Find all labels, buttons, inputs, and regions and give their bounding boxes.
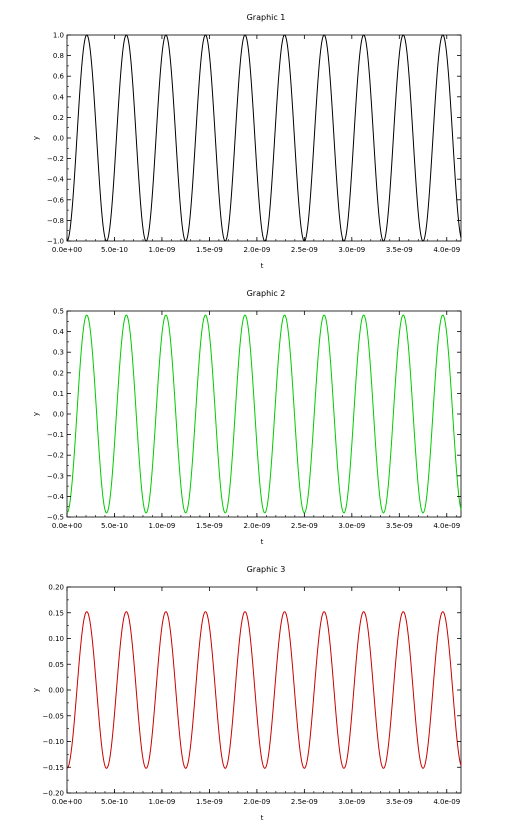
x-tick-label: 4.0e-09 <box>433 246 460 254</box>
y-tick-label: 0.05 <box>48 661 64 669</box>
chart-title: Graphic 1 <box>247 13 286 22</box>
x-tick-label: 2.0e-09 <box>243 798 270 806</box>
x-tick-label: 2.0e-09 <box>243 246 270 254</box>
y-tick-label: −0.5 <box>47 514 64 522</box>
y-tick-label: −0.15 <box>43 764 64 772</box>
y-tick-label: 0.4 <box>53 328 65 336</box>
chart-panel-3: Graphic 3 0.0e+00 5.0e-10 1.0e-09 1.5e-09 2.0… <box>32 565 462 822</box>
y-tick-label: −0.4 <box>47 493 65 501</box>
x-tick-label: 3.5e-09 <box>386 798 413 806</box>
series-line-1 <box>66 611 462 769</box>
x-tick-label: 5.0e-10 <box>101 246 128 254</box>
y-tick-label: 0.00 <box>48 687 64 695</box>
series-line-1 <box>66 34 462 242</box>
y-tick-label: 0.15 <box>48 609 64 617</box>
x-axis-label: t <box>261 262 264 270</box>
y-tick-label: −0.2 <box>47 155 64 163</box>
chart-panel-2: Graphic 2 0.0e+00 5.0e-10 1.0e-09 1.5e-09 2.0… <box>32 289 462 546</box>
y-tick-label: −1.0 <box>47 238 64 246</box>
y-tick-label: −0.10 <box>43 738 64 746</box>
y-tick-label: 0.0 <box>53 411 64 419</box>
y-tick-label: 0.0 <box>53 135 64 143</box>
y-tick-label: 0.2 <box>53 114 64 122</box>
y-axis-label: y <box>32 412 40 416</box>
y-tick-label: 0.1 <box>53 390 64 398</box>
x-tick-label: 2.0e-09 <box>243 522 270 530</box>
y-tick-label: −0.8 <box>47 217 64 225</box>
x-tick-label: 4.0e-09 <box>433 522 460 530</box>
y-tick-label: −0.2 <box>47 452 64 460</box>
x-tick-label: 3.0e-09 <box>338 522 365 530</box>
y-tick-label: −0.05 <box>43 712 64 720</box>
y-tick-label: −0.1 <box>47 431 64 439</box>
y-tick-label: 1.0 <box>53 32 64 40</box>
x-tick-label: 3.5e-09 <box>386 246 413 254</box>
y-tick-label: 0.3 <box>53 349 64 357</box>
x-tick-label: 0.0e+00 <box>52 798 82 806</box>
plot-frame <box>66 34 462 242</box>
plot-frame <box>66 586 462 794</box>
y-tick-label: −0.20 <box>43 790 64 798</box>
x-axis-label: t <box>261 814 264 822</box>
y-tick-label: −0.4 <box>47 176 65 184</box>
x-tick-label: 3.0e-09 <box>338 798 365 806</box>
x-tick-label: 1.0e-09 <box>149 246 176 254</box>
y-tick-label: −0.3 <box>47 472 64 480</box>
y-tick-label: −0.6 <box>47 196 65 204</box>
y-tick-label: 0.2 <box>53 369 64 377</box>
chart-panel-1: Graphic 1 0.0e+00 5.0e-10 1.0e-09 1.5e-09 2.0… <box>32 13 462 270</box>
y-tick-label: 0.4 <box>53 93 65 101</box>
x-tick-label: 1.0e-09 <box>149 798 176 806</box>
x-tick-label: 2.5e-09 <box>291 522 318 530</box>
x-axis-label: t <box>261 538 264 546</box>
y-axis-label: y <box>32 136 40 140</box>
y-tick-label: 0.5 <box>53 308 64 316</box>
series-line-1 <box>66 314 462 514</box>
x-tick-label: 4.0e-09 <box>433 798 460 806</box>
x-tick-label: 0.0e+00 <box>52 246 82 254</box>
x-tick-label: 2.5e-09 <box>291 246 318 254</box>
y-axis-label: y <box>32 688 40 692</box>
y-tick-label: 0.20 <box>48 584 64 592</box>
x-tick-label: 5.0e-10 <box>101 522 128 530</box>
plot-frame <box>66 310 462 518</box>
x-tick-label: 1.5e-09 <box>196 246 223 254</box>
y-tick-label: 0.10 <box>48 635 64 643</box>
y-tick-label: 0.6 <box>53 73 65 81</box>
x-tick-label: 0.0e+00 <box>52 522 82 530</box>
y-tick-label: 0.8 <box>53 52 64 60</box>
x-tick-label: 5.0e-10 <box>101 798 128 806</box>
x-tick-label: 3.5e-09 <box>386 522 413 530</box>
chart-title: Graphic 2 <box>247 289 286 298</box>
chart-title: Graphic 3 <box>247 565 286 574</box>
x-tick-label: 3.0e-09 <box>338 246 365 254</box>
x-tick-label: 1.5e-09 <box>196 798 223 806</box>
x-tick-label: 2.5e-09 <box>291 798 318 806</box>
x-tick-label: 1.0e-09 <box>149 522 176 530</box>
x-tick-label: 1.5e-09 <box>196 522 223 530</box>
